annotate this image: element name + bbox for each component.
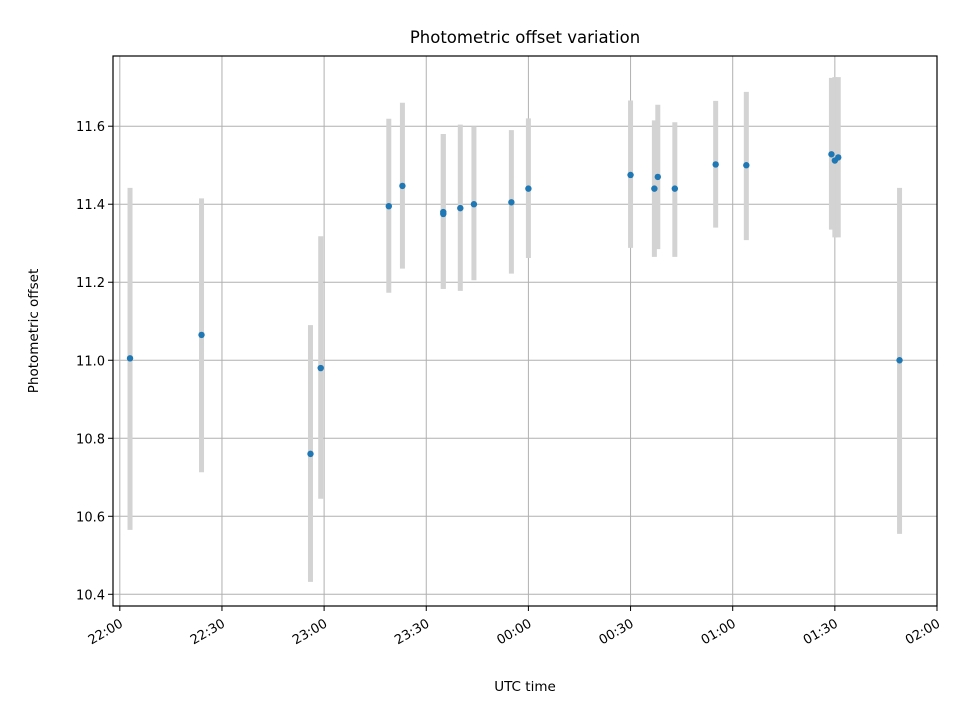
y-tick-label: 11.0	[76, 354, 105, 369]
x-tick-label: 00:30	[597, 616, 637, 648]
x-tick-label: 00:00	[494, 616, 534, 648]
data-point	[712, 161, 719, 168]
x-tick-label: 23:00	[290, 616, 330, 648]
y-tick-label: 11.2	[76, 276, 105, 291]
x-tick-label: 01:00	[699, 616, 739, 648]
x-tick-label: 02:00	[903, 616, 943, 648]
x-axis-label: UTC time	[494, 679, 556, 695]
data-point	[470, 201, 478, 208]
data-point	[525, 185, 532, 192]
x-tick-label: 01:30	[801, 616, 841, 648]
data-point	[654, 173, 661, 181]
data-point-layer	[126, 151, 903, 458]
data-point	[385, 202, 393, 210]
y-tick-label: 11.4	[76, 198, 105, 213]
data-point	[651, 185, 658, 192]
plot-frame	[112, 55, 938, 607]
error-bar-layer	[127, 77, 903, 582]
data-point	[671, 185, 679, 192]
y-tick-label: 10.8	[76, 432, 105, 447]
data-point	[317, 364, 324, 372]
data-point	[457, 204, 464, 212]
data-point	[508, 199, 515, 206]
data-point	[743, 162, 750, 169]
y-tick-label: 11.6	[76, 120, 105, 135]
y-axis-label: Photometric offset	[26, 269, 42, 393]
chart-title: Photometric offset variation	[410, 28, 640, 47]
data-point	[440, 208, 447, 216]
data-point	[126, 355, 134, 362]
grid-layer	[113, 56, 938, 606]
x-tick-label: 22:30	[188, 616, 228, 648]
data-point	[198, 331, 205, 339]
data-point	[828, 151, 835, 158]
data-point	[399, 182, 406, 190]
x-tick-label: 22:00	[86, 616, 126, 648]
data-point	[307, 450, 314, 458]
data-point	[896, 357, 903, 364]
y-tick-label: 10.4	[76, 588, 105, 603]
y-tick-label: 10.6	[76, 510, 105, 525]
x-tick-label: 23:30	[392, 616, 432, 648]
data-point	[627, 171, 634, 179]
data-point	[835, 154, 842, 161]
